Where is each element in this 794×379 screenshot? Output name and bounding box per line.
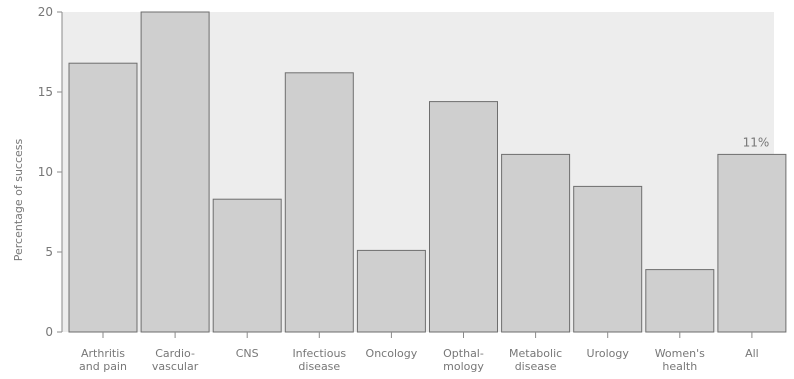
x-tick-label: All [745, 347, 759, 360]
y-tick-label: 15 [38, 85, 53, 99]
bar [356, 249, 426, 333]
x-tick-label: Oncology [366, 347, 418, 360]
x-tick-label: Urology [587, 347, 630, 360]
x-tick-label: Arthritis and pain [79, 347, 127, 373]
y-axis-label: Percentage of success [12, 138, 25, 261]
x-tick-label: Infectious disease [292, 347, 346, 373]
bars-group [68, 11, 787, 333]
x-tick-label: Opthal-mology [443, 347, 484, 373]
data-label: 11% [743, 135, 770, 149]
bar [212, 198, 282, 333]
y-tick-label: 5 [45, 245, 53, 259]
bar [645, 269, 715, 333]
x-axis: Arthritis and pain Cardio-vascular CNS Infec… [79, 332, 759, 373]
y-axis: 0 5 10 15 20 [38, 5, 63, 339]
x-tick-label: CNS [236, 347, 259, 360]
bar [717, 153, 787, 333]
bar [573, 185, 643, 333]
x-tick-label: Metabolic disease [509, 347, 562, 373]
bar [68, 62, 138, 333]
x-tick-label: Women's health [655, 347, 705, 373]
bar [429, 101, 498, 333]
y-tick-label: 20 [38, 5, 53, 19]
y-tick-label: 10 [38, 165, 53, 179]
x-tick-label: Cardio-vascular [152, 347, 199, 373]
bar [140, 11, 210, 333]
y-tick-label: 0 [45, 325, 53, 339]
annotations-group: 11% [743, 135, 770, 149]
bar [284, 72, 354, 333]
bar [501, 153, 571, 333]
